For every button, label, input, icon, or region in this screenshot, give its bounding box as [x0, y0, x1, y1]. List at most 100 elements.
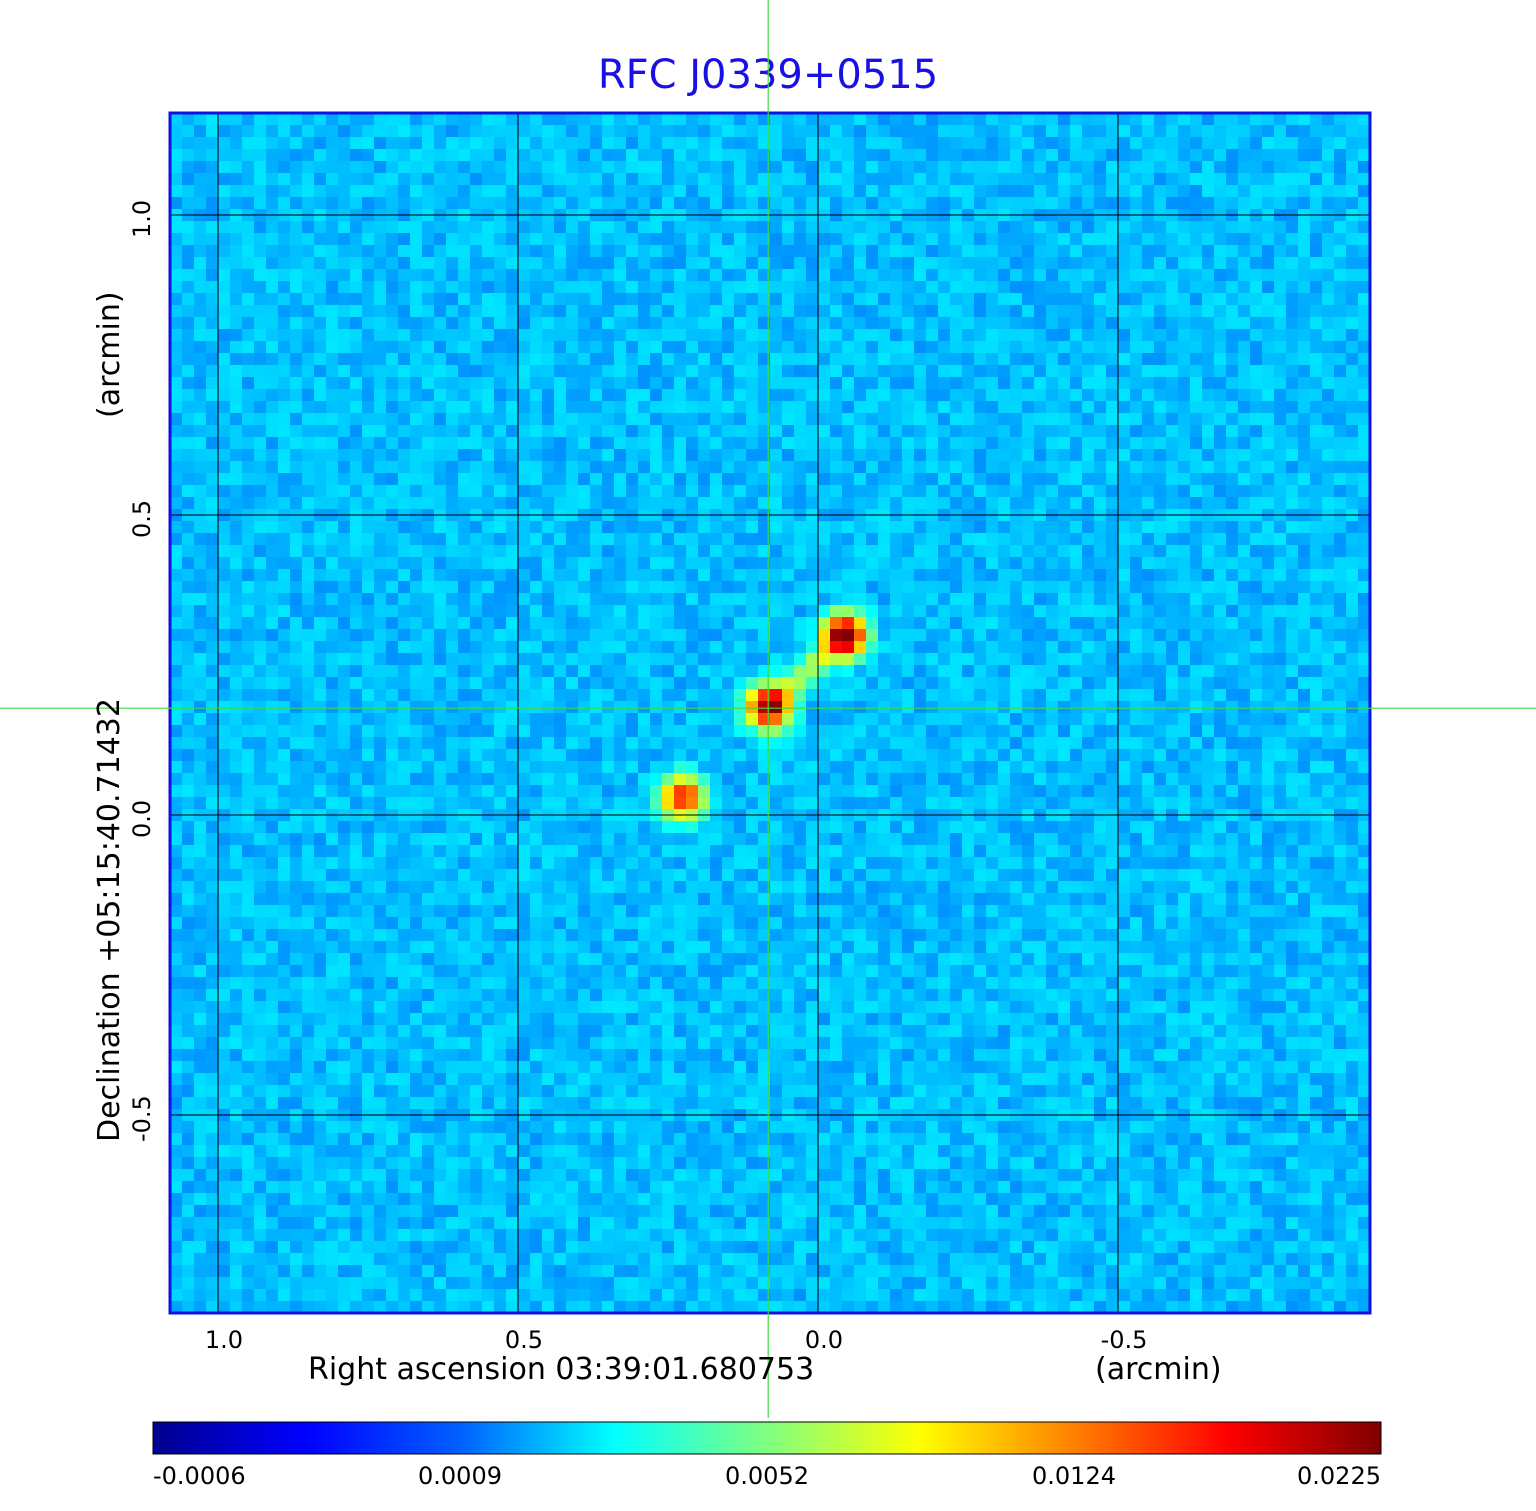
heatmap-cell	[578, 653, 591, 666]
heatmap-cell	[362, 605, 375, 618]
heatmap-cell	[794, 545, 807, 558]
heatmap-cell	[950, 605, 963, 618]
heatmap-cell	[1178, 317, 1191, 330]
heatmap-cell	[254, 137, 267, 150]
heatmap-cell	[338, 269, 351, 282]
heatmap-cell	[1238, 653, 1251, 666]
heatmap-cell	[446, 665, 459, 678]
heatmap-cell	[902, 473, 915, 486]
heatmap-cell	[590, 173, 603, 186]
heatmap-cell	[506, 341, 519, 354]
heatmap-cell	[1118, 185, 1131, 198]
heatmap-cell	[278, 281, 291, 294]
heatmap-cell	[434, 461, 447, 474]
heatmap-cell	[1238, 293, 1251, 306]
heatmap-cell	[854, 413, 867, 426]
heatmap-cell	[770, 617, 783, 630]
heatmap-cell	[746, 485, 759, 498]
heatmap-cell	[434, 353, 447, 366]
heatmap-cell	[1298, 449, 1311, 462]
heatmap-cell	[266, 257, 279, 270]
heatmap-cell	[1358, 653, 1371, 666]
heatmap-cell	[842, 485, 855, 498]
heatmap-cell	[554, 581, 567, 594]
heatmap-cell	[446, 677, 459, 690]
heatmap-cell	[662, 533, 675, 546]
heatmap-cell	[1274, 665, 1287, 678]
heatmap-cell	[1226, 593, 1239, 606]
heatmap-cell	[866, 149, 879, 162]
heatmap-cell	[362, 245, 375, 258]
heatmap-cell	[326, 329, 339, 342]
heatmap-cell	[530, 641, 543, 654]
heatmap-cell	[1322, 269, 1335, 282]
heatmap-cell	[362, 161, 375, 174]
heatmap-cell	[422, 221, 435, 234]
heatmap-cell	[1094, 461, 1107, 474]
heatmap-cell	[410, 257, 423, 270]
heatmap-cell	[1154, 353, 1167, 366]
heatmap-cell	[494, 365, 507, 378]
heatmap-cell	[1046, 641, 1059, 654]
heatmap-cell	[398, 137, 411, 150]
heatmap-cell	[962, 161, 975, 174]
heatmap-cell	[842, 377, 855, 390]
heatmap-cell	[878, 689, 891, 702]
heatmap-cell	[926, 413, 939, 426]
heatmap-cell	[1070, 557, 1083, 570]
heatmap-cell	[1250, 641, 1263, 654]
heatmap-cell	[278, 617, 291, 630]
heatmap-cell	[1118, 197, 1131, 210]
heatmap-cell	[1094, 305, 1107, 318]
heatmap-cell	[410, 293, 423, 306]
heatmap-cell	[554, 305, 567, 318]
heatmap-cell	[398, 665, 411, 678]
heatmap-cell	[650, 425, 663, 438]
heatmap-cell	[326, 485, 339, 498]
heatmap-cell	[698, 269, 711, 282]
heatmap-cell	[746, 113, 759, 126]
heatmap-cell	[434, 329, 447, 342]
heatmap-cell	[1070, 329, 1083, 342]
heatmap-cell	[1034, 689, 1047, 702]
heatmap-cell	[1094, 329, 1107, 342]
heatmap-cell	[1298, 605, 1311, 618]
heatmap-cell	[1346, 605, 1359, 618]
heatmap-cell	[458, 617, 471, 630]
heatmap-cell	[1070, 533, 1083, 546]
heatmap-cell	[1022, 653, 1035, 666]
heatmap-cell	[1010, 293, 1023, 306]
heatmap-cell	[1142, 569, 1155, 582]
heatmap-cell	[626, 461, 639, 474]
heatmap-cell	[602, 689, 615, 702]
heatmap-cell	[1274, 533, 1287, 546]
heatmap-cell	[1142, 689, 1155, 702]
heatmap-cell	[614, 485, 627, 498]
heatmap-cell	[878, 257, 891, 270]
heatmap-cell	[1022, 581, 1035, 594]
heatmap-cell	[950, 257, 963, 270]
heatmap-cell	[674, 449, 687, 462]
heatmap-cell	[302, 269, 315, 282]
heatmap-cell	[1106, 461, 1119, 474]
heatmap-cell	[434, 173, 447, 186]
heatmap-cell	[1118, 413, 1131, 426]
heatmap-cell	[722, 689, 735, 702]
heatmap-cell	[1334, 257, 1347, 270]
heatmap-cell	[1082, 149, 1095, 162]
heatmap-cell	[518, 293, 531, 306]
heatmap-cell	[614, 377, 627, 390]
heatmap-cell	[734, 485, 747, 498]
heatmap-cell	[1262, 689, 1275, 702]
heatmap-cell	[1190, 293, 1203, 306]
heatmap-cell	[1046, 449, 1059, 462]
heatmap-cell	[602, 401, 615, 414]
heatmap-cell	[770, 665, 783, 678]
heatmap-cell	[542, 497, 555, 510]
heatmap-cell	[674, 281, 687, 294]
heatmap-cell	[1322, 449, 1335, 462]
heatmap-cell	[722, 161, 735, 174]
heatmap-cell	[326, 305, 339, 318]
heatmap-cell	[1034, 605, 1047, 618]
heatmap-cell	[662, 569, 675, 582]
